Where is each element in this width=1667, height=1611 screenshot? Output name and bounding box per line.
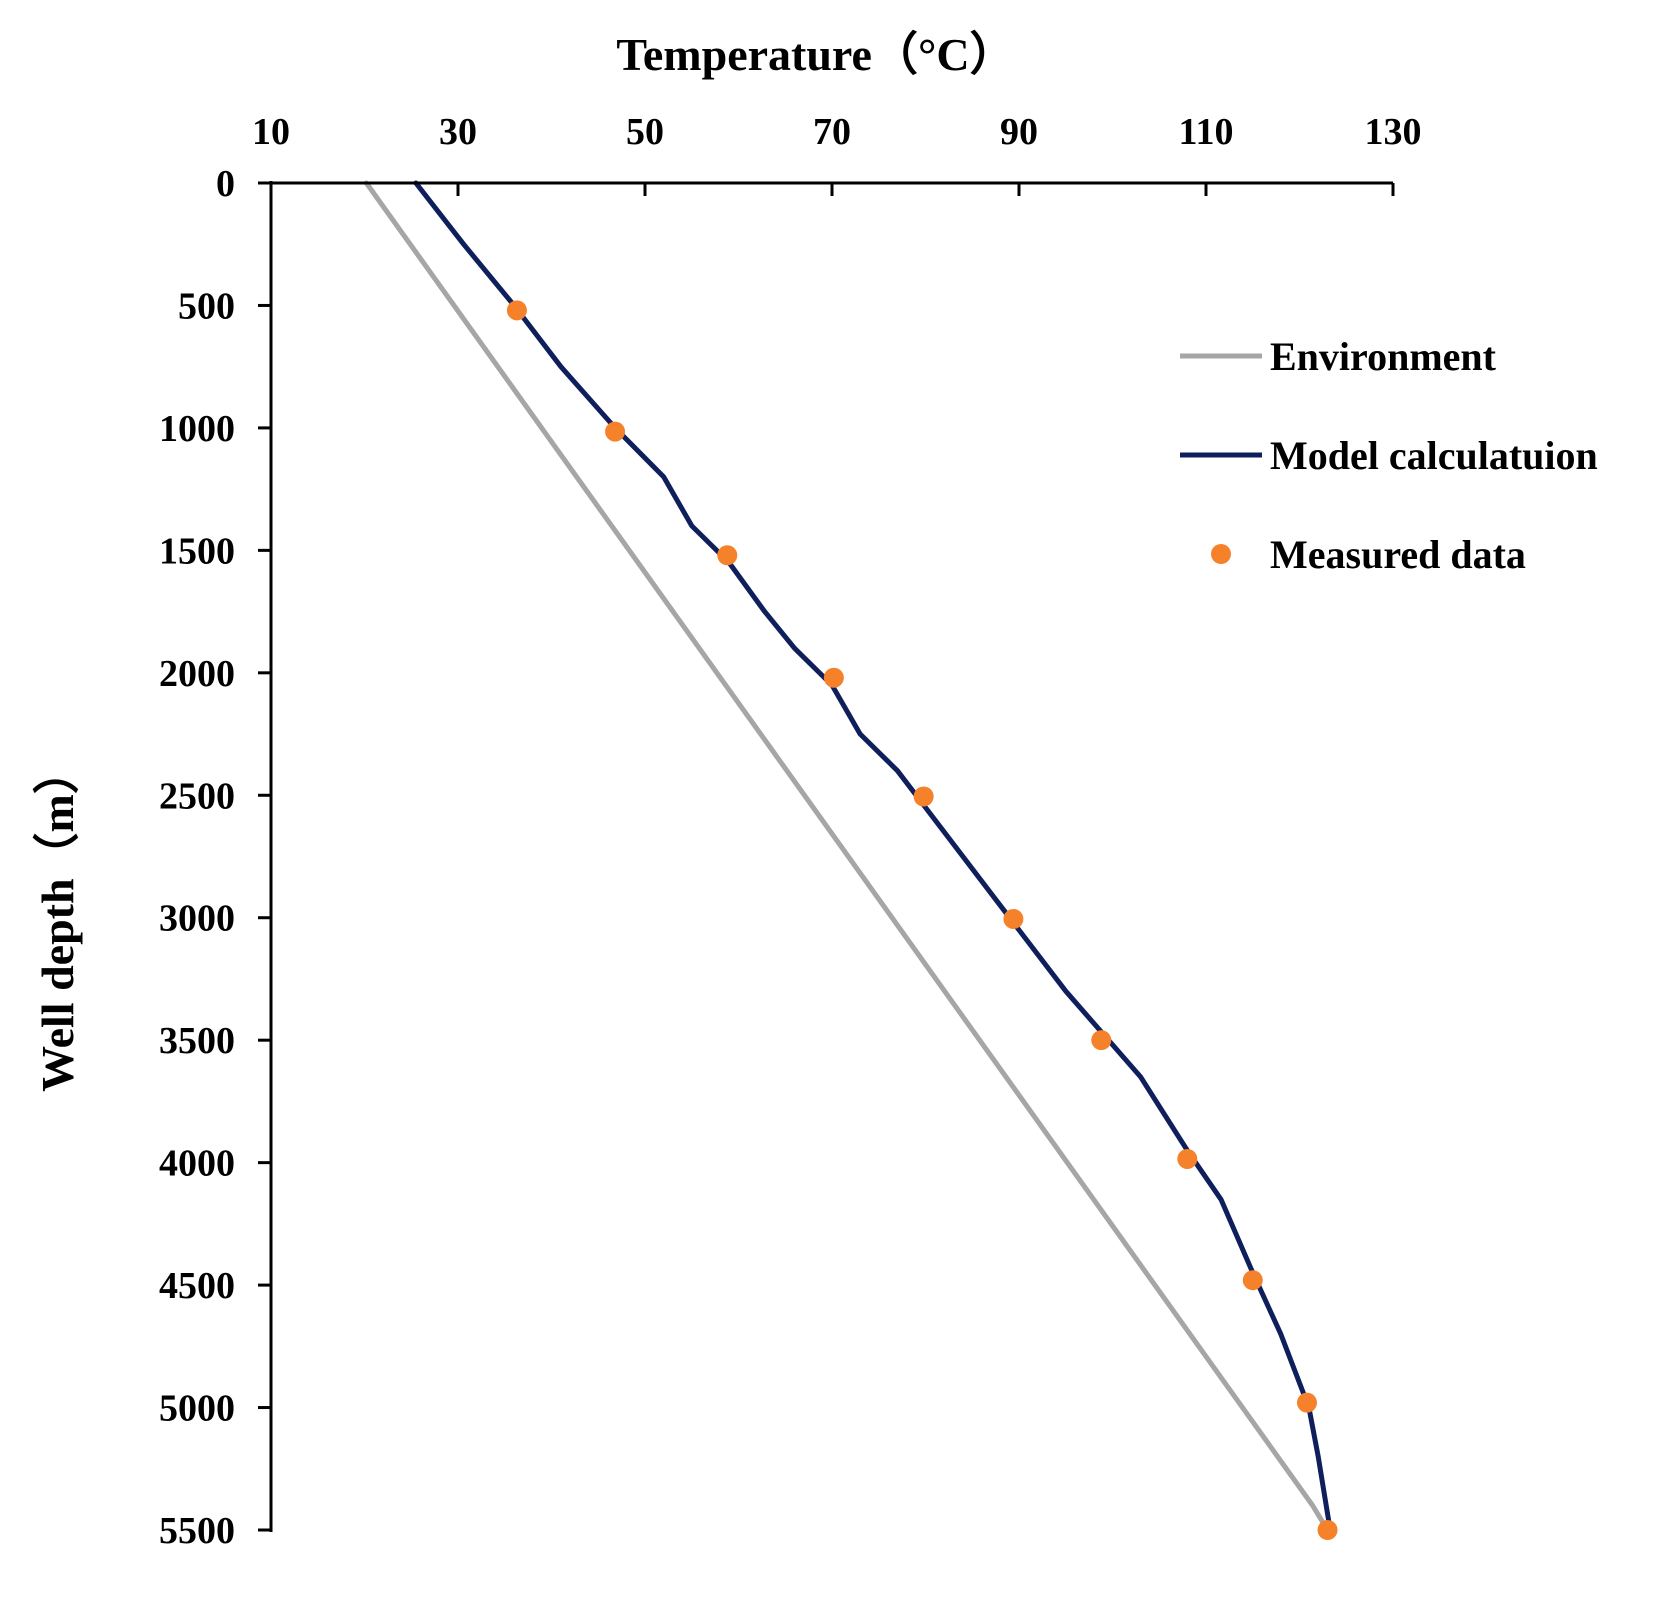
y-tick-label: 2500: [159, 775, 235, 817]
x-axis-title: Temperature（°C）: [616, 29, 1015, 80]
legend-label-measured-data: Measured data: [1270, 532, 1526, 577]
data-point-measured-data: [605, 421, 626, 442]
data-point-measured-data: [717, 545, 738, 566]
data-point-measured-data: [913, 786, 934, 807]
x-tick-label: 70: [813, 111, 851, 153]
series-layer: [363, 180, 1338, 1540]
data-point-measured-data: [1091, 1030, 1112, 1051]
x-tick-label: 50: [626, 111, 664, 153]
data-point-measured-data: [1003, 908, 1024, 929]
y-tick-label: 0: [216, 163, 235, 205]
x-tick-label: 90: [1000, 111, 1038, 153]
x-tick-label: 130: [1365, 111, 1422, 153]
data-point-measured-data: [1317, 1520, 1338, 1540]
data-point-measured-data: [1296, 1392, 1317, 1413]
y-tick-label: 3000: [159, 898, 235, 940]
legend-label-model-calculatuion: Model calculatuion: [1270, 433, 1598, 478]
y-axis-title: Well depth（m）: [32, 748, 83, 1092]
legend-swatch-measured-data: [1211, 544, 1231, 564]
data-point-measured-data: [1177, 1148, 1198, 1169]
y-tick-label: 3500: [159, 1020, 235, 1062]
x-tick-label: 10: [252, 111, 290, 153]
legend: Environment Model calculatuion Measured da…: [1180, 334, 1598, 577]
x-tick-label: 110: [1179, 111, 1234, 153]
data-point-measured-data: [823, 667, 844, 688]
y-axis-ticks: 0 500 1000 1500 2000 2500 3000 3500 4000 4500 5000…: [159, 163, 271, 1552]
y-tick-label: 4000: [159, 1143, 235, 1185]
y-tick-label: 1500: [159, 530, 235, 572]
y-tick-label: 500: [178, 285, 235, 327]
y-tick-label: 1000: [159, 408, 235, 450]
y-tick-label: 2000: [159, 653, 235, 695]
y-tick-label: 5500: [159, 1510, 235, 1552]
data-point-measured-data: [1242, 1270, 1263, 1291]
x-tick-label: 30: [439, 111, 477, 153]
x-axis-ticks: 10 30 50 70 90 110 130: [252, 111, 1422, 196]
y-tick-label: 5000: [159, 1388, 235, 1430]
y-tick-label: 4500: [159, 1265, 235, 1307]
data-point-measured-data: [506, 300, 527, 321]
legend-label-environment: Environment: [1270, 334, 1497, 379]
